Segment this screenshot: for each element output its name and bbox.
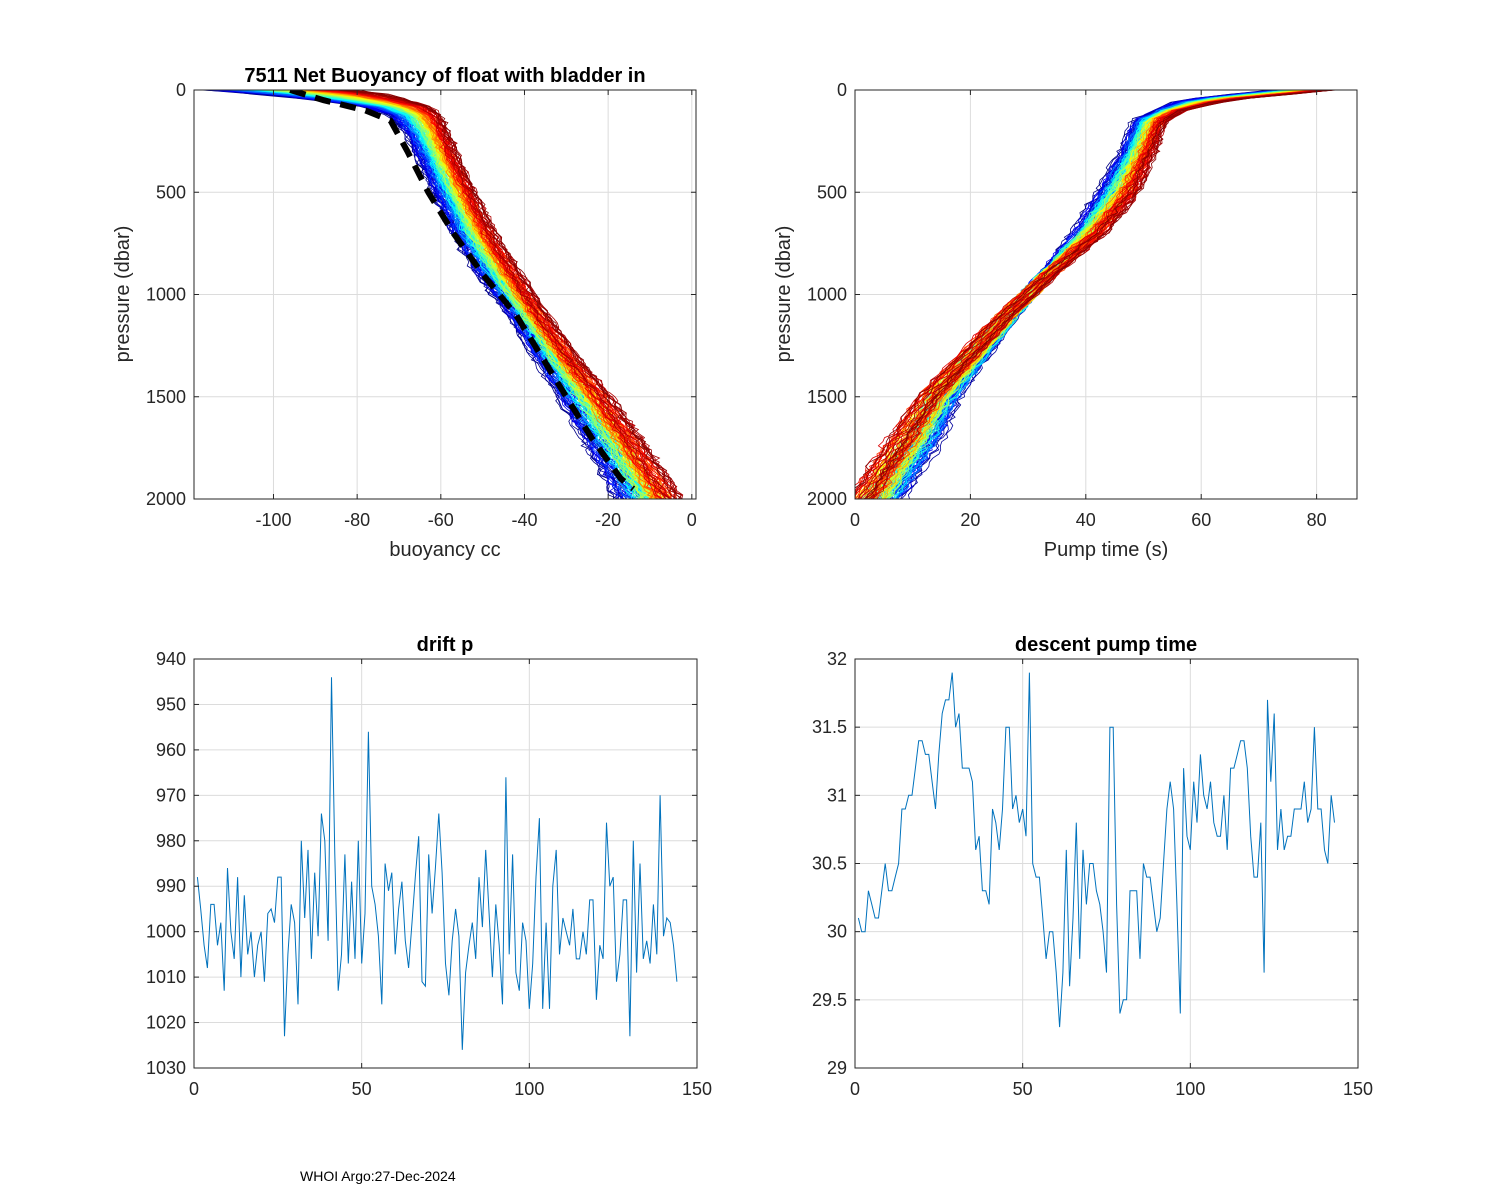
pumptime-y-axis-label: pressure (dbar): [773, 226, 795, 363]
y-tick-label: 32: [827, 649, 847, 669]
drift-series: [196, 677, 678, 1050]
profile-line: [341, 90, 666, 499]
profile-line: [314, 90, 660, 499]
y-tick-label: 1500: [807, 387, 847, 407]
y-tick-label: 500: [817, 182, 847, 202]
x-tick-label: -60: [428, 510, 454, 530]
x-tick-label: 0: [850, 1079, 860, 1099]
y-tick-label: 950: [156, 694, 186, 714]
y-tick-label: 500: [156, 182, 186, 202]
y-tick-label: 960: [156, 740, 186, 760]
y-tick-label: 29.5: [812, 990, 847, 1010]
descent-chart-title: descent pump time: [1015, 634, 1197, 656]
profile-line: [855, 90, 1334, 489]
y-tick-label: 30.5: [812, 854, 847, 874]
x-tick-label: 0: [189, 1079, 199, 1099]
x-tick-label: 100: [514, 1079, 544, 1099]
y-tick-label: 0: [837, 80, 847, 100]
x-tick-label: 0: [687, 510, 697, 530]
y-tick-label: 1000: [807, 285, 847, 305]
drift-axes-box: [193, 658, 698, 1069]
y-tick-label: 940: [156, 649, 186, 669]
x-tick-label: 60: [1191, 510, 1211, 530]
drift-x-ticks: 0 50 100 150: [189, 659, 712, 1099]
profile-line: [855, 90, 1328, 494]
y-tick-label: 29: [827, 1058, 847, 1078]
x-tick-label: 50: [1013, 1079, 1033, 1099]
profile-line: [359, 90, 684, 499]
y-tick-label: 2000: [807, 489, 847, 509]
mean-profile-dashed-line: [289, 90, 636, 492]
x-tick-label: -40: [511, 510, 537, 530]
profile-line: [855, 90, 1322, 486]
profile-line: [339, 90, 671, 499]
profile-line: [272, 90, 647, 499]
footer-credit: WHOI Argo:27-Dec-2024: [300, 1168, 456, 1184]
x-tick-label: 50: [352, 1079, 372, 1099]
buoyancy-chart-title: 7511 Net Buoyancy of float with bladder …: [244, 65, 645, 87]
buoyancy-x-ticks: -100 -80 -60 -40 -20 0: [255, 90, 697, 530]
y-tick-label: 31: [827, 785, 847, 805]
x-tick-label: 150: [1343, 1079, 1373, 1099]
descent-series: [857, 672, 1335, 1028]
y-tick-label: 1030: [146, 1058, 186, 1078]
profile-line: [277, 90, 646, 499]
profile-line: [300, 90, 654, 499]
descent-x-ticks: 0 50 100 150: [850, 659, 1373, 1099]
panel-drift: 0 50 100 150 940 950 960 970 980 990 1000 1010 1020…: [146, 634, 712, 1099]
descent-y-ticks: 29 29.5 30 30.5 31 31.5 32: [812, 649, 1358, 1078]
drift-series-line: [196, 677, 678, 1050]
profile-line: [867, 90, 1335, 499]
panel-descent: 0 50 100 150 29 29.5 30 30.5 31 31.5 32 descent p…: [812, 634, 1373, 1099]
x-tick-label: 0: [850, 510, 860, 530]
profile-line: [229, 90, 620, 499]
y-tick-label: 2000: [146, 489, 186, 509]
profile-line: [257, 90, 640, 499]
panel-buoyancy: -100 -80 -60 -40 -20 0 0 500 1000 1500 2000 7511 …: [112, 65, 697, 561]
profile-line: [282, 90, 643, 499]
panel-pumptime: 0 20 40 60 80 0 500 1000 1500 2000 Pump time (s)…: [773, 80, 1358, 561]
x-tick-label: 100: [1175, 1079, 1205, 1099]
profile-line: [320, 90, 668, 499]
x-tick-label: 20: [960, 510, 980, 530]
buoyancy-y-ticks: 0 500 1000 1500 2000: [146, 80, 696, 509]
x-tick-label: -20: [595, 510, 621, 530]
buoyancy-y-axis-label: pressure (dbar): [112, 226, 134, 363]
y-tick-label: 970: [156, 785, 186, 805]
y-tick-label: 1020: [146, 1013, 186, 1033]
drift-chart-title: drift p: [417, 634, 474, 656]
y-tick-label: 0: [176, 80, 186, 100]
drift-y-ticks: 940 950 960 970 980 990 1000 1010 1020 1030: [146, 649, 697, 1078]
y-tick-label: 1000: [146, 922, 186, 942]
x-tick-label: -80: [344, 510, 370, 530]
x-tick-label: 40: [1076, 510, 1096, 530]
pumptime-x-ticks: 0 20 40 60 80: [850, 90, 1327, 530]
y-tick-label: 1000: [146, 285, 186, 305]
profile-line: [337, 90, 676, 499]
buoyancy-profiles: [200, 90, 684, 499]
y-tick-label: 1010: [146, 967, 186, 987]
profile-line: [870, 90, 1331, 499]
y-tick-label: 990: [156, 876, 186, 896]
pumptime-x-axis-label: Pump time (s): [1044, 539, 1168, 561]
y-tick-label: 1500: [146, 387, 186, 407]
profile-line: [347, 90, 678, 499]
profile-line: [203, 90, 618, 499]
y-tick-label: 30: [827, 922, 847, 942]
pumptime-profiles: [855, 90, 1338, 499]
y-tick-label: 31.5: [812, 717, 847, 737]
pumptime-y-ticks: 0 500 1000 1500 2000: [807, 80, 1357, 509]
x-tick-label: -100: [255, 510, 291, 530]
y-tick-label: 980: [156, 831, 186, 851]
buoyancy-x-axis-label: buoyancy cc: [389, 539, 500, 561]
profile-line: [343, 90, 667, 499]
x-tick-label: 150: [682, 1079, 712, 1099]
x-tick-label: 80: [1307, 510, 1327, 530]
descent-series-line: [857, 672, 1335, 1028]
